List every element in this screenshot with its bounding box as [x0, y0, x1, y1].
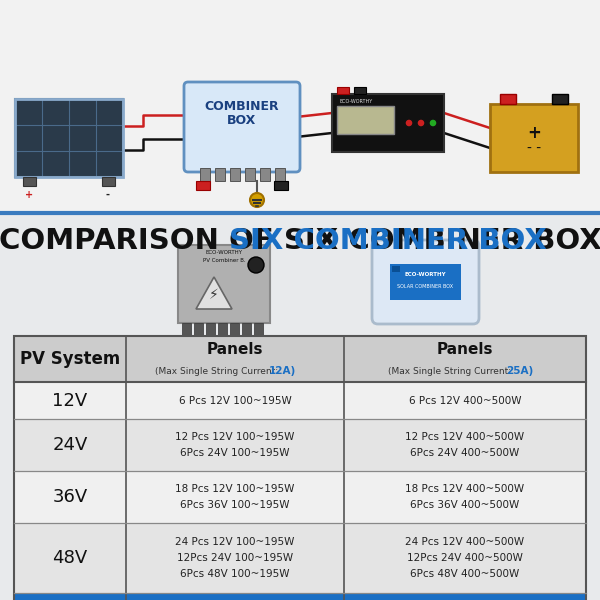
FancyBboxPatch shape [372, 240, 479, 324]
Bar [14, 593, 586, 600]
Text: COMBINER: COMBINER [205, 100, 280, 113]
Bar [245, 168, 255, 181]
Text: ECO-WORTHY: ECO-WORTHY [404, 271, 446, 277]
Text: BOX: BOX [227, 113, 257, 127]
Text: 24 Pcs 12V 100~195W
12Pcs 24V 100~195W
6Pcs 48V 100~195W: 24 Pcs 12V 100~195W 12Pcs 24V 100~195W 6… [175, 538, 295, 578]
Circle shape [405, 119, 413, 127]
Bar [230, 168, 240, 181]
Bar [14, 382, 586, 419]
Bar [490, 104, 578, 172]
Bar [337, 87, 349, 94]
Bar [230, 323, 239, 335]
Text: 6 Pcs 12V 400~500W: 6 Pcs 12V 400~500W [409, 395, 521, 406]
Bar [15, 99, 123, 177]
Text: 12A): 12A) [268, 366, 296, 376]
Text: COMPARISON OF SIX COMBINER BOX: COMPARISON OF SIX COMBINER BOX [0, 227, 600, 255]
Text: ECO-WORTHY: ECO-WORTHY [340, 99, 373, 104]
Bar [14, 471, 586, 523]
Circle shape [248, 257, 264, 273]
Bar [254, 323, 263, 335]
Text: SOLAR COMBINER BOX: SOLAR COMBINER BOX [397, 283, 454, 289]
Text: -: - [106, 190, 110, 200]
Bar [194, 323, 203, 335]
Text: 24V: 24V [52, 436, 88, 454]
Bar [337, 106, 394, 134]
Polygon shape [196, 277, 232, 309]
Text: SIX COMBINER BOX: SIX COMBINER BOX [229, 227, 547, 255]
Bar [178, 245, 270, 323]
Bar [200, 168, 210, 181]
Text: 18 Pcs 12V 400~500W
6Pcs 36V 400~500W: 18 Pcs 12V 400~500W 6Pcs 36V 400~500W [406, 484, 524, 510]
Circle shape [417, 119, 425, 127]
Bar [182, 323, 191, 335]
Text: 6 Pcs 12V 100~195W: 6 Pcs 12V 100~195W [179, 395, 292, 406]
Text: 24 Pcs 12V 400~500W
12Pcs 24V 400~500W
6Pcs 48V 400~500W: 24 Pcs 12V 400~500W 12Pcs 24V 400~500W 6… [406, 538, 524, 578]
Bar [196, 181, 210, 190]
FancyBboxPatch shape [184, 82, 300, 172]
Bar [274, 181, 288, 190]
Bar [242, 323, 251, 335]
Text: PV Combiner B.: PV Combiner B. [203, 257, 245, 263]
Bar [500, 94, 516, 104]
Text: Panels: Panels [207, 341, 263, 356]
Text: (Max Single String Current:: (Max Single String Current: [155, 367, 278, 376]
Bar [206, 323, 215, 335]
Text: 48V: 48V [52, 549, 88, 567]
Bar [354, 87, 366, 94]
Text: 18 Pcs 12V 100~195W
6Pcs 36V 100~195W: 18 Pcs 12V 100~195W 6Pcs 36V 100~195W [175, 484, 295, 510]
Text: +: + [25, 190, 33, 200]
Text: PV System: PV System [20, 350, 120, 368]
Text: 36V: 36V [52, 488, 88, 506]
Circle shape [429, 119, 437, 127]
Bar [552, 94, 568, 104]
Bar [260, 168, 270, 181]
Text: 12 Pcs 12V 100~195W
6Pcs 24V 100~195W: 12 Pcs 12V 100~195W 6Pcs 24V 100~195W [175, 432, 295, 458]
Bar [390, 264, 461, 300]
Text: 25A): 25A) [506, 366, 533, 376]
Text: Panels: Panels [437, 341, 493, 356]
Bar [14, 523, 586, 593]
Text: 12 Pcs 12V 400~500W
6Pcs 24V 400~500W: 12 Pcs 12V 400~500W 6Pcs 24V 400~500W [406, 432, 524, 458]
Bar [332, 94, 444, 152]
Bar [0, 213, 600, 600]
Bar [215, 168, 225, 181]
Text: ECO-WORTHY: ECO-WORTHY [205, 250, 242, 254]
Text: ⚡: ⚡ [209, 288, 219, 302]
Text: +: + [527, 124, 541, 142]
Bar [218, 323, 227, 335]
Bar [23, 177, 36, 186]
Bar [102, 177, 115, 186]
Bar [15, 99, 123, 177]
Circle shape [250, 193, 264, 207]
Text: - -: - - [527, 141, 541, 155]
Bar [14, 336, 586, 600]
Bar [14, 419, 586, 471]
Text: (Max Single String Current:: (Max Single String Current: [388, 367, 512, 376]
Bar [14, 336, 586, 382]
Bar [392, 266, 400, 272]
Bar [275, 168, 285, 181]
Text: 12V: 12V [52, 391, 88, 409]
Bar [0, 0, 600, 213]
